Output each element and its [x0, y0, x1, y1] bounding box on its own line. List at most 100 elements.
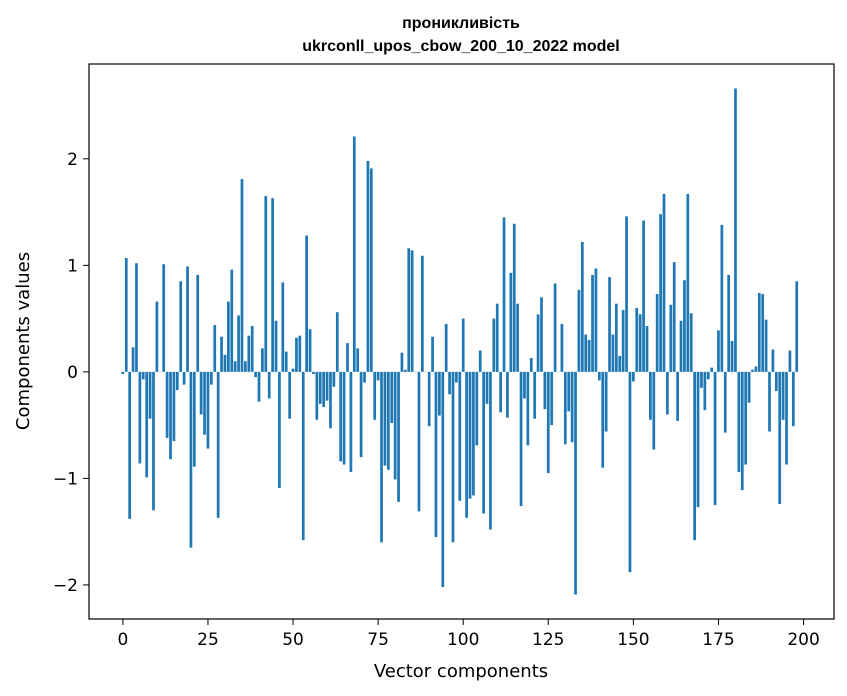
- bar-175: [717, 330, 720, 372]
- y-axis-label: Components values: [13, 252, 34, 430]
- bar-79: [390, 371, 394, 423]
- bar-130: [563, 371, 567, 445]
- bar-197: [791, 371, 795, 427]
- bar-139: [594, 268, 598, 372]
- bar-194: [781, 371, 785, 420]
- bar-117: [519, 371, 523, 507]
- x-axis-ticks: 0 25 50 75 100 125 150 175 200: [117, 619, 820, 650]
- bar-103: [472, 371, 475, 496]
- bar-65: [342, 371, 346, 465]
- bar-12: [162, 264, 166, 372]
- bar-168: [693, 371, 696, 541]
- bar-18: [182, 371, 186, 385]
- bar-109: [492, 318, 496, 372]
- bar-162: [672, 262, 676, 372]
- bar-76: [380, 371, 383, 543]
- bar-127: [553, 283, 557, 372]
- bar-41: [261, 348, 264, 372]
- bar-164: [679, 320, 683, 372]
- bar-185: [751, 369, 754, 372]
- bar-23: [199, 371, 203, 415]
- bar-181: [737, 371, 741, 472]
- bar-100: [461, 318, 465, 372]
- bar-184: [747, 371, 751, 403]
- bar-10: [155, 301, 159, 372]
- bar-54: [305, 235, 308, 372]
- bar-28: [216, 371, 220, 518]
- bar-61: [329, 371, 332, 429]
- bar-170: [700, 371, 703, 388]
- bar-39: [254, 371, 257, 378]
- bar-176: [720, 224, 724, 372]
- bar-143: [608, 277, 611, 372]
- bar-147: [621, 310, 625, 372]
- bar-96: [448, 371, 451, 395]
- bar-48: [284, 351, 288, 372]
- bar-93: [438, 371, 441, 416]
- bar-111: [499, 371, 502, 413]
- bar-106: [482, 371, 485, 514]
- bar-151: [635, 307, 639, 372]
- x-axis-label: Vector components: [374, 661, 548, 682]
- bar-167: [689, 313, 693, 372]
- bar-149: [628, 371, 632, 573]
- bar-115: [512, 223, 516, 372]
- bar-50: [291, 368, 295, 372]
- bar-38: [250, 326, 254, 372]
- bar-196: [788, 350, 792, 372]
- bar-107: [485, 371, 489, 404]
- bar-70: [359, 371, 363, 458]
- bar-145: [614, 303, 618, 372]
- bar-0: [121, 371, 125, 374]
- bar-92: [434, 371, 438, 537]
- bar-80: [393, 371, 397, 480]
- bar-122: [536, 314, 540, 372]
- plot-frame: [88, 63, 835, 620]
- bar-187: [757, 293, 761, 372]
- bar-154: [645, 326, 649, 372]
- bar-52: [298, 335, 302, 372]
- bar-173: [710, 367, 714, 372]
- bar-178: [727, 274, 731, 372]
- bar-58: [318, 371, 322, 404]
- bar-2: [128, 371, 132, 519]
- y-tick-label: −1: [53, 469, 78, 489]
- y-axis-ticks: −2 −1 0 1 2: [53, 150, 89, 596]
- bar-73: [369, 168, 373, 372]
- bar-161: [669, 304, 673, 372]
- bar-16: [175, 371, 179, 390]
- bar-53: [301, 371, 305, 541]
- bar-67: [349, 371, 353, 472]
- y-tick-label: 2: [67, 150, 78, 170]
- bar-121: [533, 371, 537, 419]
- bar-6: [141, 371, 145, 380]
- bar-172: [706, 371, 710, 380]
- bar-174: [713, 371, 717, 506]
- bar-74: [373, 371, 377, 420]
- bar-57: [315, 371, 319, 420]
- bar-152: [638, 314, 642, 372]
- bar-36: [244, 361, 247, 372]
- x-tick-label: 125: [532, 630, 564, 650]
- bar-25: [206, 371, 210, 449]
- bar-195: [785, 371, 788, 465]
- bar-9: [152, 371, 155, 511]
- bar-159: [662, 193, 666, 372]
- bar-153: [642, 220, 645, 372]
- bar-91: [431, 336, 434, 372]
- bar-3: [131, 347, 135, 372]
- bar-29: [220, 336, 223, 372]
- bar-82: [400, 352, 404, 372]
- bar-189: [764, 319, 768, 372]
- bar-69: [356, 348, 360, 372]
- x-tick-label: 50: [282, 630, 304, 650]
- bar-160: [666, 371, 669, 415]
- bar-75: [376, 371, 380, 381]
- x-tick-label: 25: [197, 630, 219, 650]
- bar-22: [196, 274, 200, 372]
- bar-140: [597, 371, 601, 381]
- bar-142: [604, 371, 608, 432]
- bar-190: [768, 371, 771, 432]
- bar-20: [189, 371, 193, 548]
